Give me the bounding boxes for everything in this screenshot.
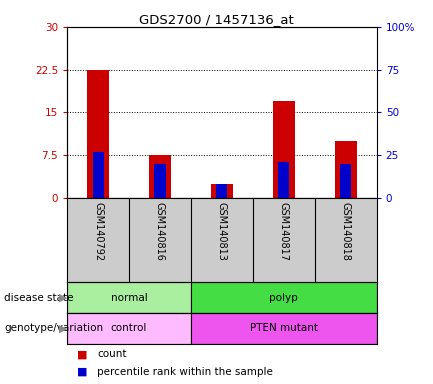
Bar xyxy=(87,70,109,198)
Text: count: count xyxy=(97,349,127,359)
Text: GSM140818: GSM140818 xyxy=(341,202,351,261)
Text: ▶: ▶ xyxy=(58,323,67,333)
Text: control: control xyxy=(111,323,147,333)
Text: GSM140816: GSM140816 xyxy=(155,202,165,261)
Text: ■: ■ xyxy=(77,349,87,359)
Text: disease state: disease state xyxy=(4,293,74,303)
Bar xyxy=(340,164,351,198)
Bar xyxy=(335,141,357,198)
Text: genotype/variation: genotype/variation xyxy=(4,323,103,333)
Text: GSM140817: GSM140817 xyxy=(279,202,289,261)
Bar xyxy=(93,152,103,198)
Bar xyxy=(67,313,191,344)
Text: PTEN mutant: PTEN mutant xyxy=(250,323,318,333)
Bar xyxy=(211,184,233,198)
Text: ■: ■ xyxy=(77,366,87,377)
Bar xyxy=(273,101,295,198)
Text: polyp: polyp xyxy=(269,293,298,303)
Bar xyxy=(191,313,377,344)
Text: normal: normal xyxy=(111,293,147,303)
Text: percentile rank within the sample: percentile rank within the sample xyxy=(97,366,273,377)
Text: GSM140813: GSM140813 xyxy=(217,202,227,261)
Bar xyxy=(191,282,377,313)
Text: ▶: ▶ xyxy=(58,293,67,303)
Bar xyxy=(149,155,171,198)
Bar xyxy=(216,184,227,198)
Bar xyxy=(155,164,165,198)
Bar xyxy=(278,162,289,198)
Bar xyxy=(67,282,191,313)
Text: GDS2700 / 1457136_at: GDS2700 / 1457136_at xyxy=(139,13,294,26)
Text: GSM140792: GSM140792 xyxy=(93,202,103,261)
